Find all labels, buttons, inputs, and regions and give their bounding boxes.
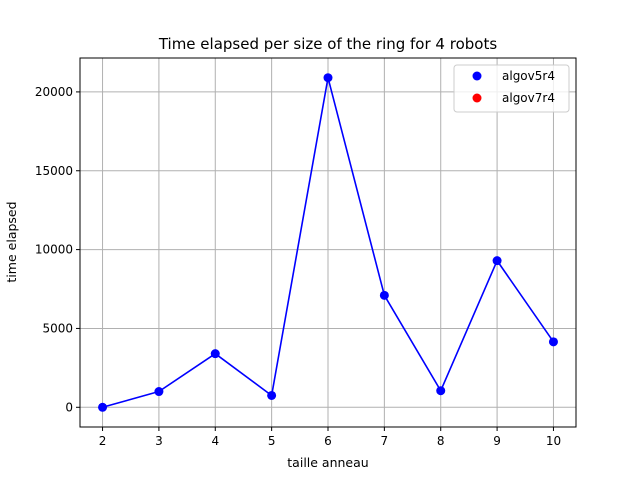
grid-lines [80, 58, 576, 427]
y-tick-label: 5000 [42, 321, 73, 335]
x-tick-label: 2 [99, 434, 107, 448]
axis-ticks: 2 3 4 5 6 7 8 9 10 0 5000 10000 15000 20000 [35, 85, 561, 448]
data-point-algov5r4 [492, 256, 502, 266]
y-tick-label: 10000 [35, 243, 73, 257]
y-tick-label: 0 [65, 400, 73, 414]
x-tick-label: 6 [324, 434, 332, 448]
data-point-algov5r4 [548, 337, 558, 347]
x-tick-label: 3 [155, 434, 163, 448]
legend-box [453, 64, 570, 113]
data-point-algov5r4 [98, 402, 108, 412]
legend-marker-algov5r4 [472, 71, 482, 81]
x-tick-label: 5 [268, 434, 276, 448]
y-tick-label: 20000 [35, 85, 73, 99]
legend: algov5r4 algov7r4 [453, 64, 570, 113]
legend-label-algov7r4: algov7r4 [502, 91, 555, 105]
x-tick-label: 4 [211, 434, 219, 448]
data-point-algov5r4 [436, 386, 446, 396]
x-tick-label: 9 [493, 434, 501, 448]
x-tick-label: 7 [381, 434, 389, 448]
x-axis-label: taille anneau [287, 455, 368, 470]
data-point-algov5r4 [267, 390, 277, 400]
data-series [98, 73, 558, 412]
data-point-algov5r4 [210, 349, 220, 359]
legend-label-algov5r4: algov5r4 [502, 69, 555, 83]
y-tick-label: 15000 [35, 164, 73, 178]
chart-title: Time elapsed per size of the ring for 4 … [158, 35, 497, 53]
data-point-algov5r4 [323, 73, 333, 83]
data-point-algov5r4 [154, 387, 164, 397]
legend-marker-algov7r4 [472, 93, 482, 103]
x-tick-label: 8 [437, 434, 445, 448]
data-point-algov5r4 [379, 290, 389, 300]
x-tick-label: 10 [546, 434, 561, 448]
y-axis-label: time elapsed [4, 201, 19, 282]
